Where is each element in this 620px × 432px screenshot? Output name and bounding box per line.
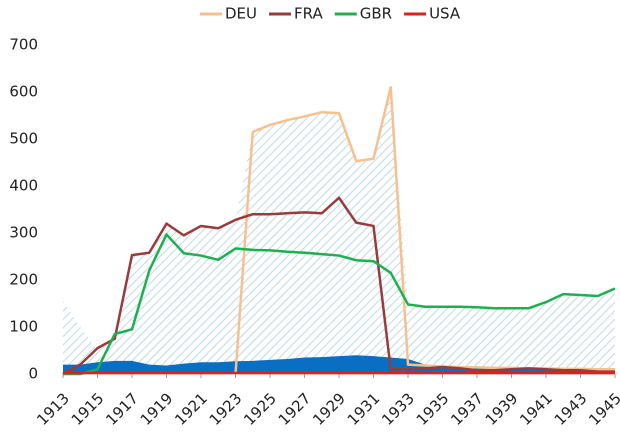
y-tick-label: 0	[28, 365, 38, 383]
x-tick-label: 1921	[171, 389, 211, 429]
x-tick-label: 1917	[102, 389, 142, 429]
x-tick-label: 1943	[551, 389, 591, 429]
x-tick-label: 1925	[240, 389, 280, 429]
x-tick-label: 1941	[516, 389, 556, 429]
legend-label: GBR	[360, 5, 392, 23]
x-tick-label: 1937	[447, 389, 487, 429]
x-tick-label: 1933	[378, 389, 418, 429]
legend-label: DEU	[225, 5, 257, 23]
x-tick-label: 1919	[137, 389, 177, 429]
x-tick-label: 1915	[68, 389, 108, 429]
y-tick-label: 300	[9, 224, 38, 242]
x-tick-label: 1929	[309, 389, 349, 429]
x-tick-label: 1935	[413, 389, 453, 429]
series-line	[63, 233, 616, 376]
y-tick-label: 700	[9, 36, 38, 54]
x-tick-label: 1927	[275, 389, 315, 429]
y-tick-label: 500	[9, 130, 38, 148]
legend-label: USA	[429, 5, 461, 23]
series-line	[62, 196, 615, 376]
y-tick-label: 400	[9, 177, 38, 195]
x-tick-label: 1923	[206, 389, 246, 429]
y-tick-label: 100	[9, 318, 38, 336]
y-tick-label: 200	[9, 271, 38, 289]
x-tick-label: 1931	[344, 389, 384, 429]
x-tick-label: 1939	[482, 389, 522, 429]
legend-label: FRA	[294, 5, 323, 23]
area	[63, 87, 615, 375]
x-tick-label: 1945	[585, 389, 620, 429]
x-tick-label: 1913	[33, 389, 73, 429]
y-tick-label: 600	[9, 83, 38, 101]
